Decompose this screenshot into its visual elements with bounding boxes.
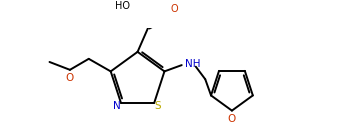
Text: HO: HO bbox=[115, 1, 130, 11]
Text: NH: NH bbox=[185, 59, 200, 69]
Text: O: O bbox=[65, 73, 73, 83]
Text: O: O bbox=[170, 4, 178, 14]
Text: S: S bbox=[155, 101, 161, 111]
Text: N: N bbox=[113, 101, 121, 111]
Text: O: O bbox=[228, 114, 236, 124]
